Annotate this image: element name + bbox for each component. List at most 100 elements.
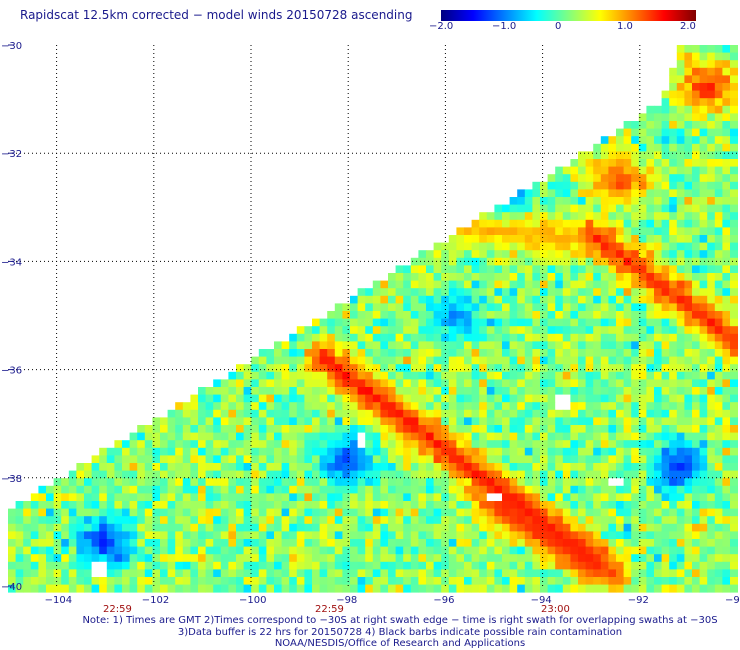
wind-cell <box>266 371 275 380</box>
wind-cell <box>707 159 716 167</box>
wind-cell <box>600 326 609 335</box>
wind-cell <box>418 288 427 297</box>
wind-cell <box>722 425 731 433</box>
wind-cell <box>190 554 199 563</box>
wind-cell <box>509 288 518 297</box>
wind-cell <box>129 447 138 456</box>
wind-cell <box>479 516 488 525</box>
wind-cell <box>570 257 579 266</box>
wind-cell <box>448 303 457 312</box>
wind-cell <box>608 577 617 585</box>
wind-cell <box>464 409 472 418</box>
wind-cell <box>730 501 738 509</box>
wind-cell <box>53 554 62 563</box>
wind-cell <box>540 455 548 464</box>
wind-cell <box>631 470 640 479</box>
wind-cell <box>410 311 419 319</box>
wind-cell <box>699 189 708 198</box>
wind-cell <box>578 250 586 259</box>
wind-cell <box>479 531 488 540</box>
wind-cell <box>380 288 389 297</box>
wind-cell <box>486 227 495 236</box>
wind-cell <box>532 417 541 426</box>
wind-cell <box>365 447 374 456</box>
wind-cell <box>236 561 244 570</box>
wind-cell <box>707 523 716 532</box>
wind-cell <box>692 288 700 297</box>
wind-cell <box>608 212 617 221</box>
wind-cell <box>646 356 655 365</box>
wind-cell <box>593 432 602 441</box>
wind-cell <box>448 288 457 297</box>
wind-cell <box>494 425 503 433</box>
wind-cell <box>433 409 442 418</box>
wind-cell <box>266 516 275 525</box>
wind-cell <box>661 166 670 175</box>
wind-cell <box>304 485 313 494</box>
wind-cell <box>426 280 434 289</box>
wind-cell <box>707 425 716 433</box>
wind-cell <box>547 265 556 274</box>
wind-cell <box>707 569 716 578</box>
wind-cell <box>585 242 594 251</box>
wind-cell <box>448 379 457 388</box>
wind-cell <box>441 447 450 456</box>
wind-cell <box>205 554 214 563</box>
wind-cell <box>600 493 609 502</box>
wind-cell <box>410 432 419 441</box>
wind-cell <box>319 318 328 327</box>
wind-cell <box>608 159 617 167</box>
wind-cell <box>304 356 313 365</box>
wind-cell <box>722 189 731 198</box>
wind-cell <box>654 151 662 160</box>
wind-cell <box>160 561 168 570</box>
wind-cell <box>236 493 244 502</box>
wind-cell <box>494 584 503 593</box>
wind-cell <box>714 227 723 236</box>
wind-cell <box>699 204 708 213</box>
wind-cell <box>137 539 146 547</box>
wind-cell <box>137 447 146 456</box>
wind-cell <box>707 447 716 456</box>
wind-cell <box>471 546 480 555</box>
wind-cell <box>623 387 632 395</box>
wind-cell <box>137 561 146 570</box>
wind-cell <box>638 379 647 388</box>
wind-cell <box>441 432 450 441</box>
wind-cell <box>608 227 617 236</box>
wind-cell <box>251 478 260 487</box>
wind-cell <box>327 577 336 585</box>
wind-cell <box>243 554 252 563</box>
wind-cell <box>555 189 564 198</box>
wind-cell <box>106 569 115 578</box>
wind-cell <box>631 273 640 281</box>
wind-cell <box>266 493 275 502</box>
wind-cell <box>448 341 457 350</box>
wind-cell <box>357 493 366 502</box>
wind-cell <box>84 561 92 570</box>
wind-cell <box>699 303 708 312</box>
wind-cell <box>350 455 358 464</box>
wind-cell <box>456 235 465 243</box>
wind-cell <box>692 387 700 395</box>
wind-cell <box>608 356 617 365</box>
wind-cell <box>296 447 305 456</box>
wind-cell <box>692 531 700 540</box>
wind-cell <box>608 250 617 259</box>
wind-cell <box>692 174 700 183</box>
wind-cell <box>578 440 586 449</box>
wind-cell <box>570 523 579 532</box>
wind-cell <box>600 364 609 373</box>
wind-cell <box>433 539 442 547</box>
wind-cell <box>631 455 640 464</box>
wind-cell <box>372 379 381 388</box>
wind-cell <box>540 227 548 236</box>
wind-cell <box>524 242 533 251</box>
wind-cell <box>578 508 586 517</box>
wind-cell <box>638 554 647 563</box>
wind-cell <box>593 349 602 357</box>
wind-cell <box>175 584 184 593</box>
wind-cell <box>433 516 442 525</box>
wind-cell <box>699 356 708 365</box>
wind-cell <box>623 257 632 266</box>
